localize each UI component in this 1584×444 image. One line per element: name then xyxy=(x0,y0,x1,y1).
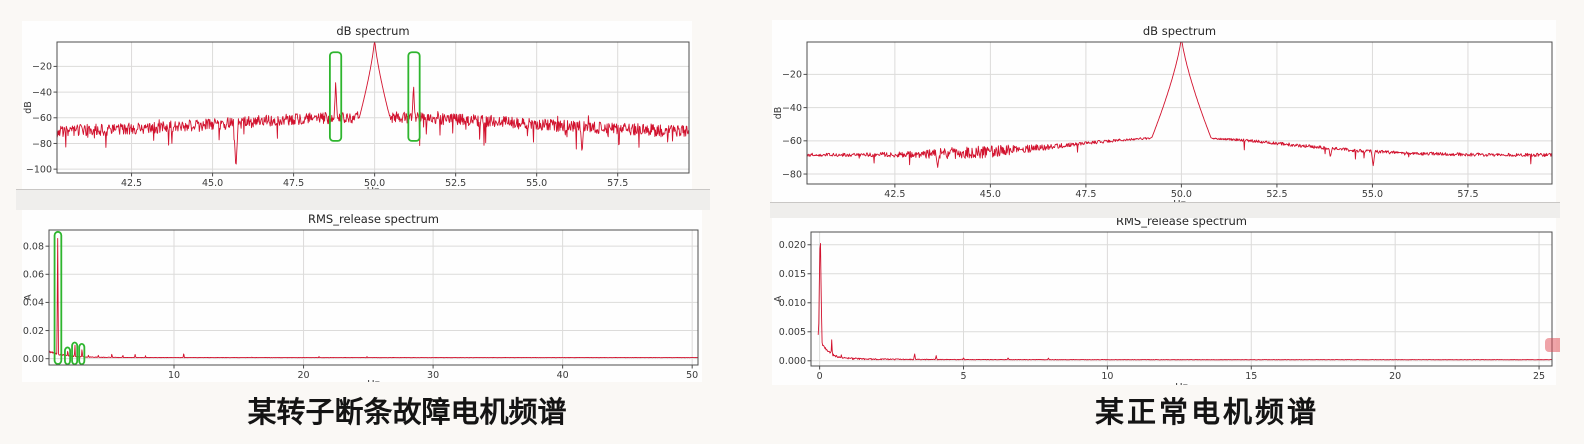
chart-title: RMS_release spectrum xyxy=(1116,218,1247,228)
x-tick-label: 10 xyxy=(168,370,180,381)
spectrum-line xyxy=(57,42,689,165)
x-tick-label: 55.0 xyxy=(1362,189,1383,200)
y-tick-label: −40 xyxy=(782,103,802,114)
normal-rms-spectrum-chart: 0 5 10 15 20 25 0.000 0.005 0.010 0.015 0.020 RMS_r… xyxy=(773,218,1553,385)
y-tick-label: 0.015 xyxy=(779,269,806,280)
y-tick-label: 0.000 xyxy=(779,356,806,367)
x-tick-label: 55.0 xyxy=(526,178,547,189)
y-axis-label: A xyxy=(23,294,34,301)
fault-marker-box xyxy=(78,343,86,366)
axes-spines xyxy=(56,41,690,174)
spectrum-line xyxy=(817,243,1552,361)
y-axis-label: A xyxy=(773,295,784,302)
x-tick-label: 25 xyxy=(1533,371,1545,382)
y-tick-label: 0.010 xyxy=(779,298,806,309)
axes-spines xyxy=(48,229,699,366)
x-tick-label: 40 xyxy=(557,370,569,381)
y-tick-label: 0.06 xyxy=(23,270,44,281)
x-axis-label: Hz xyxy=(1173,199,1186,202)
x-tick-label: 5 xyxy=(960,371,966,382)
chart-title: dB spectrum xyxy=(336,24,409,38)
fault-marker-box xyxy=(53,230,63,365)
y-tick-label: −80 xyxy=(782,169,802,180)
fault-db-spectrum-chart: 42.5 45.0 47.5 50.0 52.5 55.0 57.5 −20 −40 −60 −80… xyxy=(23,24,690,189)
y-tick-label: −40 xyxy=(32,87,52,98)
x-tick-label: 0 xyxy=(817,371,823,382)
spectrum-line xyxy=(49,237,698,359)
chart-title: dB spectrum xyxy=(1143,24,1216,38)
right-panel-divider xyxy=(770,202,1560,218)
x-axis-label: Hz xyxy=(1175,382,1188,385)
caption-normal-motor: 某正常电机频谱 xyxy=(1094,397,1319,429)
x-tick-label: 45.0 xyxy=(202,178,223,189)
x-tick-label: 57.5 xyxy=(607,178,628,189)
y-tick-label: 0.005 xyxy=(779,327,806,338)
x-axis-label: Hz xyxy=(367,186,380,189)
figure-fault-db-spectrum: 42.5 45.0 47.5 50.0 52.5 55.0 57.5 −20 −40 −60 −80… xyxy=(22,21,692,189)
fault-marker-box xyxy=(71,341,79,366)
y-tick-label: 0.02 xyxy=(23,326,44,337)
y-tick-label: −60 xyxy=(782,136,802,147)
x-tick-label: 45.0 xyxy=(980,189,1001,200)
x-tick-label: 47.5 xyxy=(283,178,304,189)
fault-marker-box xyxy=(328,51,343,142)
x-tick-label: 15 xyxy=(1245,371,1257,382)
fault-marker-box xyxy=(64,346,72,366)
x-tick-label: 52.5 xyxy=(445,178,466,189)
y-axis-label: dB xyxy=(773,107,784,120)
x-tick-label: 50.0 xyxy=(364,178,385,189)
left-panel-divider xyxy=(16,189,710,210)
y-tick-label: −100 xyxy=(26,164,52,175)
spectrum-line xyxy=(807,42,1552,168)
figure-normal-rms-spectrum: 0 5 10 15 20 25 0.000 0.005 0.010 0.015 0.020 RMS_r… xyxy=(772,218,1556,385)
x-tick-label: 10 xyxy=(1101,371,1113,382)
x-axis-label: Hz xyxy=(367,379,380,382)
x-tick-label: 50.0 xyxy=(1171,189,1192,200)
fault-rms-spectrum-chart: 10 20 30 40 50 0.00 0.02 0.04 0.06 0.08 RMS_releas… xyxy=(23,212,699,382)
y-tick-label: −60 xyxy=(32,113,52,124)
x-tick-label: 30 xyxy=(427,370,439,381)
fault-marker-box xyxy=(407,51,421,142)
x-tick-label: 47.5 xyxy=(1075,189,1096,200)
axes-spines xyxy=(810,231,1553,367)
x-tick-label: 57.5 xyxy=(1457,189,1478,200)
y-axis-label: dB xyxy=(23,101,34,114)
y-tick-label: −20 xyxy=(32,62,52,73)
figure-fault-rms-spectrum: 10 20 30 40 50 0.00 0.02 0.04 0.06 0.08 RMS_releas… xyxy=(22,210,702,382)
y-tick-label: 0.00 xyxy=(23,354,44,365)
axes-spines xyxy=(806,41,1553,185)
figure-normal-db-spectrum: 42.5 45.0 47.5 50.0 52.5 55.0 57.5 −20 −40 −60 −80… xyxy=(772,20,1556,202)
y-tick-label: 0.08 xyxy=(23,241,44,252)
x-tick-label: 20 xyxy=(1389,371,1401,382)
x-tick-label: 50 xyxy=(686,370,698,381)
y-tick-label: 0.020 xyxy=(779,240,806,251)
x-tick-label: 20 xyxy=(298,370,310,381)
x-tick-label: 42.5 xyxy=(121,178,142,189)
normal-db-spectrum-chart: 42.5 45.0 47.5 50.0 52.5 55.0 57.5 −20 −40 −60 −80… xyxy=(773,24,1553,202)
caption-fault-motor: 某转子断条故障电机频谱 xyxy=(247,397,567,429)
y-tick-label: −20 xyxy=(782,70,802,81)
x-tick-label: 42.5 xyxy=(884,189,905,200)
y-tick-label: −80 xyxy=(32,139,52,150)
x-tick-label: 52.5 xyxy=(1266,189,1287,200)
watermark-fragment xyxy=(1545,338,1560,352)
y-tick-label: 0.04 xyxy=(23,298,44,309)
chart-title: RMS_release spectrum xyxy=(308,212,439,226)
